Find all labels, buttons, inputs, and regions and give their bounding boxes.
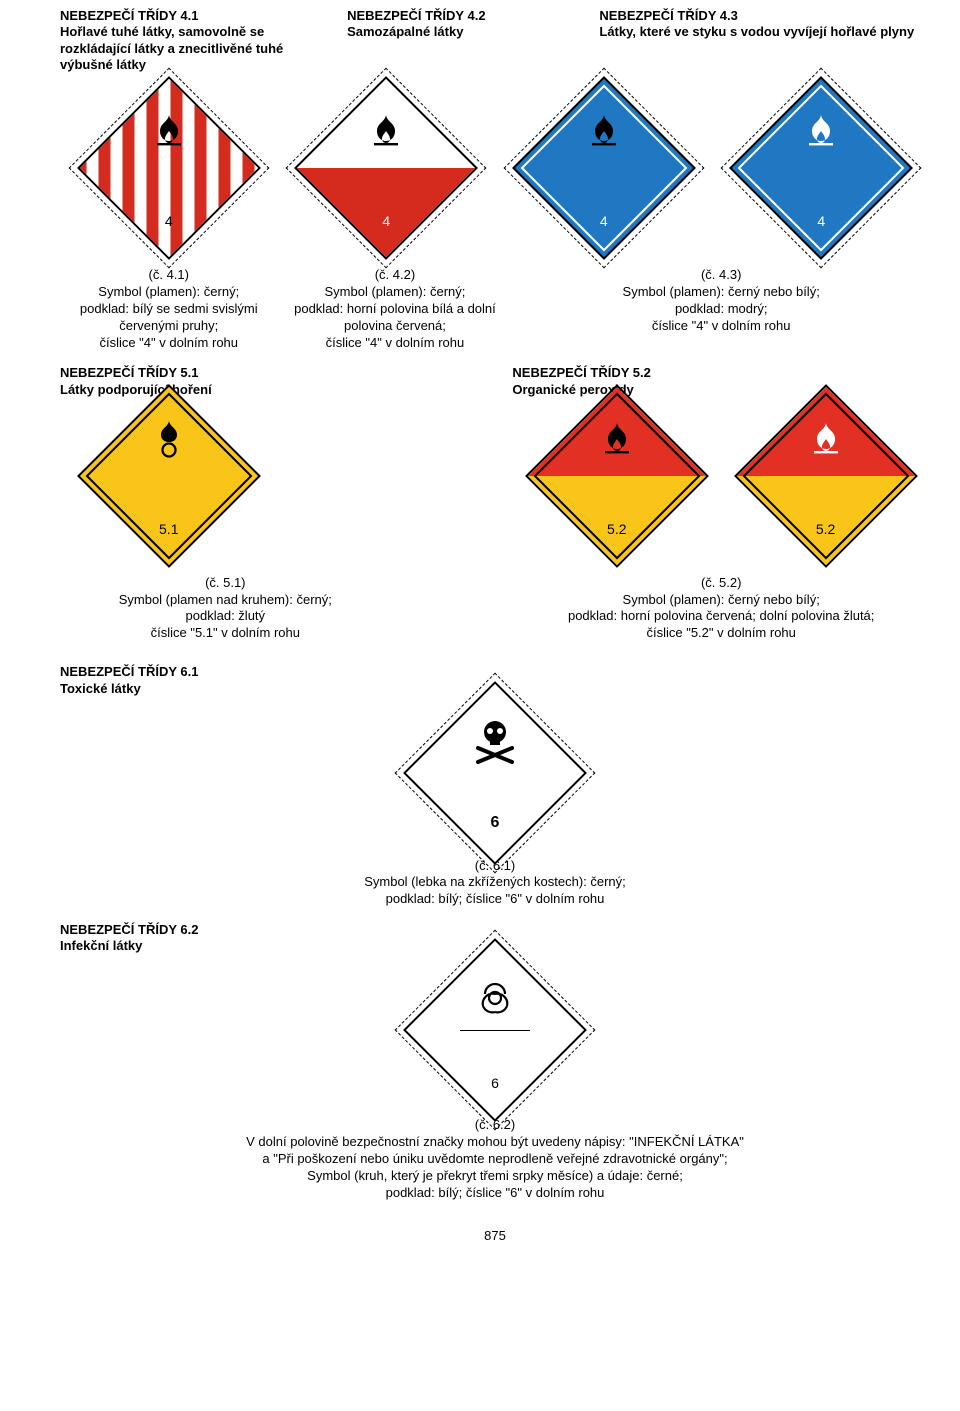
cap-61-l2: podklad: bílý; číslice "6" v dolním rohu: [60, 891, 930, 908]
cap-62-l1: V dolní polovině bezpečnostní značky moh…: [60, 1134, 930, 1151]
cap-62-l2: a "Při poškození nebo úniku uvědomte nep…: [60, 1151, 930, 1168]
class-61-title: NEBEZPEČÍ TŘÍDY 6.1: [60, 664, 930, 680]
class-62-title: NEBEZPEČÍ TŘÍDY 6.2: [60, 922, 930, 938]
class-42-text: Samozápalné látky: [347, 24, 589, 40]
cap-51-l1: Symbol (plamen nad kruhem): černý;: [60, 592, 391, 609]
row-4-signs: 6: [60, 955, 930, 1105]
class-41-text: Hořlavé tuhé látky, samovolně se rozklád…: [60, 24, 337, 73]
flame-icon: [368, 113, 404, 149]
divider-line: [460, 1030, 530, 1031]
class-41-title: NEBEZPEČÍ TŘÍDY 4.1: [60, 8, 337, 24]
class-51-text: Látky podporující hoření: [60, 382, 512, 397]
cap-51-l2: podklad: žlutý: [60, 608, 391, 625]
cap-42-l2: podklad: horní polovina bílá a dolní pol…: [278, 301, 513, 335]
cap-61-l1: Symbol (lebka na zkřížených kostech): če…: [60, 874, 930, 891]
sign-6-2-num: 6: [491, 1075, 499, 1091]
cap-41-l3: číslice "4" v dolním rohu: [60, 335, 278, 352]
class-52-title: NEBEZPEČÍ TŘÍDY 5.2: [512, 365, 930, 381]
cap-61: (č. 6.1) Symbol (lebka na zkřížených kos…: [60, 858, 930, 909]
cap-52-n: (č. 5.2): [512, 575, 930, 592]
sign-4-2-num: 4: [382, 213, 390, 229]
cap-41-l2: podklad: bílý se sedmi svislými červeným…: [60, 301, 278, 335]
sign-5-2-black: 5.2: [542, 401, 692, 551]
cap-62-l3: Symbol (kruh, který je překryt třemi srp…: [60, 1168, 930, 1185]
cap-42-l3: číslice "4" v dolním rohu: [278, 335, 513, 352]
cap-43-l2: podklad: modrý;: [512, 301, 930, 318]
sign-5-2a-num: 5.2: [607, 521, 626, 537]
flame-over-circle-icon: [150, 421, 188, 459]
sign-5-2-white: 5.2: [751, 401, 901, 551]
cap-52-l2: podklad: horní polovina červená; dolní p…: [512, 608, 930, 625]
sign-5-1-num: 5.1: [159, 521, 178, 537]
cap-43-l1: Symbol (plamen): černý nebo bílý;: [512, 284, 930, 301]
class-42-title: NEBEZPEČÍ TŘÍDY 4.2: [347, 8, 589, 24]
cap-41-n: (č. 4.1): [60, 267, 278, 284]
cap-51-n: (č. 5.1): [60, 575, 391, 592]
cap-52-l1: Symbol (plamen): černý nebo bílý;: [512, 592, 930, 609]
sign-4-3a-num: 4: [600, 213, 608, 229]
row-2-titles: NEBEZPEČÍ TŘÍDY 5.1 Látky podporující ho…: [60, 351, 930, 396]
biohazard-icon: [474, 977, 516, 1019]
sign-6-2: 6: [420, 955, 570, 1105]
flame-icon: [599, 421, 635, 457]
flame-icon: [586, 113, 622, 149]
row-2-captions: (č. 5.1) Symbol (plamen nad kruhem): čer…: [60, 569, 930, 643]
sign-4-1: 4: [94, 93, 244, 243]
cap-52-l3: číslice "5.2" v dolním rohu: [512, 625, 930, 642]
page-number: 875: [60, 1228, 930, 1243]
sign-5-1: 5.1: [94, 401, 244, 551]
class-43-title: NEBEZPEČÍ TŘÍDY 4.3: [599, 8, 920, 24]
row-1-signs: 4 4 4: [60, 93, 930, 243]
sign-5-2b-num: 5.2: [816, 521, 835, 537]
sign-4-3b-num: 4: [817, 213, 825, 229]
flame-icon: [803, 113, 839, 149]
sign-4-2: 4: [311, 93, 461, 243]
class-43-text: Látky, které ve styku s vodou vyvíjejí h…: [599, 24, 920, 40]
row-3-signs: 6: [60, 698, 930, 848]
cap-41-l1: Symbol (plamen): černý;: [60, 284, 278, 301]
class-51-title: NEBEZPEČÍ TŘÍDY 5.1: [60, 365, 512, 381]
cap-43-l3: číslice "4" v dolním rohu: [512, 318, 930, 335]
cap-62-l4: podklad: bílý; číslice "6" v dolním rohu: [60, 1185, 930, 1202]
sign-6-1-num: 6: [491, 814, 500, 832]
cap-62: (č. 6.2) V dolní polovině bezpečnostní z…: [60, 1117, 930, 1201]
row-2-signs: 5.1 5.2 5.2: [60, 401, 930, 551]
sign-4-3-white: 4: [746, 93, 896, 243]
sign-4-1-num: 4: [165, 213, 173, 229]
sign-4-3-black: 4: [529, 93, 679, 243]
cap-51-l3: číslice "5.1" v dolním rohu: [60, 625, 391, 642]
cap-42-l1: Symbol (plamen): černý;: [278, 284, 513, 301]
skull-crossbones-icon: [472, 718, 518, 764]
sign-6-1: 6: [420, 698, 570, 848]
class-52-text: Organické peroxidy: [512, 382, 930, 397]
row-1-captions: (č. 4.1) Symbol (plamen): černý; podklad…: [60, 261, 930, 351]
flame-icon: [808, 421, 844, 457]
cap-43-n: (č. 4.3): [512, 267, 930, 284]
cap-42-n: (č. 4.2): [278, 267, 513, 284]
flame-icon: [151, 113, 187, 149]
header-row: NEBEZPEČÍ TŘÍDY 4.1 Hořlavé tuhé látky, …: [60, 8, 930, 73]
